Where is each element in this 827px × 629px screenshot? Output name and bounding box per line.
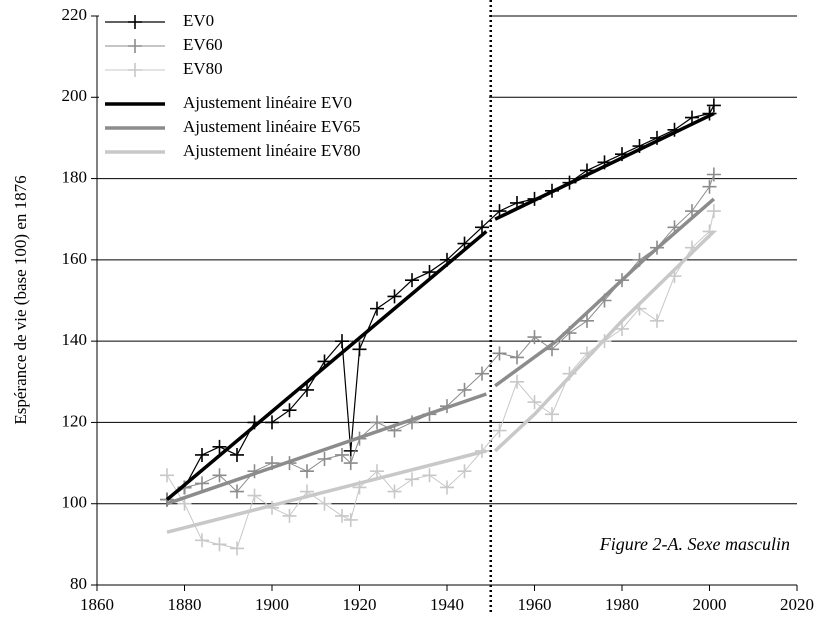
marker — [317, 496, 332, 511]
marker — [440, 480, 454, 495]
marker — [457, 382, 472, 397]
x-tick-label: 1900 — [255, 595, 289, 614]
series-line — [165, 111, 715, 501]
y-tick-label: 220 — [62, 5, 88, 24]
marker — [160, 468, 174, 483]
marker — [580, 313, 594, 328]
marker — [422, 468, 437, 483]
series-line — [166, 174, 715, 501]
marker — [370, 415, 384, 430]
marker — [510, 374, 524, 389]
legend-marker — [128, 15, 142, 29]
legend-label: EV60 — [183, 35, 223, 54]
legend-label: EV80 — [183, 59, 223, 78]
marker — [212, 439, 227, 454]
marker — [492, 423, 507, 438]
marker — [335, 508, 349, 523]
marker — [230, 484, 244, 499]
marker — [343, 512, 358, 527]
marker — [195, 533, 209, 548]
series-line — [166, 197, 716, 506]
legend-label: EV0 — [183, 11, 214, 30]
y-tick-label: 100 — [62, 493, 88, 512]
marker — [457, 464, 472, 479]
legend-box — [99, 3, 489, 167]
x-tick-label: 1860 — [80, 595, 114, 614]
marker — [702, 106, 717, 121]
marker — [265, 415, 279, 430]
marker — [387, 484, 402, 499]
legend: EV0 EV60 EV80 Ajustement linéaire EV0 Ajuste… — [99, 3, 489, 167]
marker — [282, 403, 297, 418]
y-axis-label: Espérance de vie (base 100) en 1876 — [11, 175, 30, 424]
marker — [317, 452, 332, 467]
marker — [230, 447, 244, 462]
marker — [247, 488, 262, 503]
legend-label: Ajustement linéaire EV0 — [183, 93, 352, 112]
y-tick-label: 140 — [62, 330, 88, 349]
x-tick-label: 1920 — [343, 595, 377, 614]
legend-label: Ajustement linéaire EV80 — [183, 141, 361, 160]
marker — [706, 167, 721, 182]
marker — [527, 395, 542, 410]
marker — [335, 334, 349, 349]
marker — [335, 447, 349, 462]
legend-label: Ajustement linéaire EV65 — [183, 117, 361, 136]
marker — [706, 204, 721, 219]
annotation: Figure 2-A. Sexe masculin — [599, 534, 790, 554]
marker — [492, 346, 507, 361]
x-tick-label: 1980 — [605, 595, 639, 614]
marker — [352, 342, 367, 357]
marker — [475, 220, 489, 235]
marker — [195, 447, 209, 462]
series-line — [166, 230, 716, 534]
marker — [282, 508, 297, 523]
marker — [702, 179, 717, 194]
marker — [230, 541, 244, 556]
x-tick-label: 2000 — [693, 595, 727, 614]
marker — [405, 273, 419, 288]
x-tick-label: 1880 — [168, 595, 202, 614]
marker — [422, 265, 437, 280]
series-line — [166, 105, 715, 501]
legend-marker — [128, 63, 142, 77]
marker — [212, 537, 227, 552]
y-tick-label: 160 — [62, 249, 88, 268]
y-tick-label: 200 — [62, 86, 88, 105]
y-tick-label: 180 — [62, 167, 88, 186]
series-line — [166, 210, 715, 550]
x-tick-label: 1960 — [518, 595, 552, 614]
marker — [706, 98, 721, 113]
marker — [475, 366, 489, 381]
marker — [343, 456, 358, 471]
marker — [527, 330, 542, 345]
x-tick-label: 2020 — [780, 595, 814, 614]
marker — [300, 382, 314, 397]
marker — [510, 350, 524, 365]
marker — [545, 407, 559, 422]
y-tick-label: 120 — [62, 411, 88, 430]
legend-marker — [128, 39, 142, 53]
marker — [405, 472, 419, 487]
marker — [370, 301, 384, 316]
marker — [650, 313, 664, 328]
y-tick-label: 80 — [70, 574, 87, 593]
x-tick-label: 1940 — [430, 595, 464, 614]
marker — [195, 476, 209, 491]
marker — [300, 464, 314, 479]
marker — [615, 321, 629, 336]
marker — [387, 289, 402, 304]
marker — [212, 468, 227, 483]
marker — [370, 464, 384, 479]
